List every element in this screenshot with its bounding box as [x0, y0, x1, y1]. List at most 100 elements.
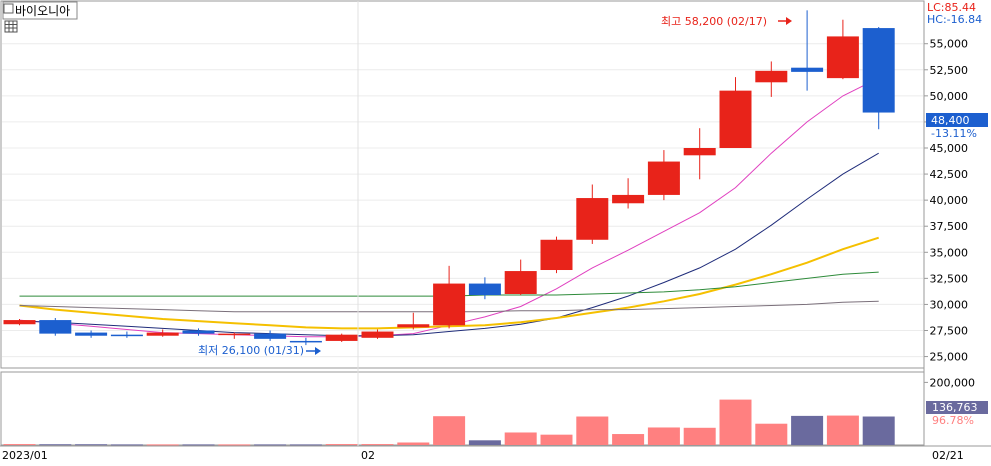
candle-body [504, 271, 537, 294]
candle[interactable] [146, 329, 179, 337]
high-arrow-icon [778, 17, 792, 25]
grid-table-icon[interactable] [4, 20, 18, 33]
candle[interactable] [755, 61, 788, 97]
volume-bars[interactable] [3, 399, 895, 446]
candle-body [719, 90, 752, 148]
candle[interactable] [468, 277, 501, 300]
candle-body [791, 67, 824, 72]
candle-body [361, 331, 394, 338]
candle[interactable] [791, 10, 824, 91]
volume-bar[interactable] [647, 427, 680, 445]
candle[interactable] [218, 332, 251, 339]
volume-bar[interactable] [182, 444, 215, 446]
candle[interactable] [110, 331, 143, 338]
candle[interactable] [504, 259, 537, 296]
volume-bar[interactable] [325, 444, 358, 446]
volume-ratio: 96.78% [932, 414, 974, 427]
candle[interactable] [361, 329, 394, 339]
volume-bar[interactable] [540, 434, 573, 445]
current-price-tag [926, 113, 988, 127]
hc-label: HC:-16.84 [927, 13, 982, 26]
candle[interactable] [325, 333, 358, 342]
current-volume-tag [926, 401, 988, 414]
candles[interactable] [3, 10, 895, 346]
low-arrow-icon [306, 347, 321, 355]
candle-body [862, 28, 895, 113]
candle[interactable] [647, 150, 680, 201]
price-tick-label: 42,500 [930, 168, 969, 181]
candle-body [576, 198, 609, 240]
volume-axis: 200,000 [924, 376, 975, 389]
candle[interactable] [683, 128, 716, 180]
volume-bar[interactable] [719, 399, 752, 445]
volume-bar[interactable] [3, 444, 36, 446]
volume-bar[interactable] [468, 440, 501, 445]
candle-body [397, 324, 430, 328]
volume-bar[interactable] [289, 444, 322, 446]
candle[interactable] [182, 328, 215, 336]
candle[interactable] [75, 330, 108, 338]
candle-body [110, 334, 143, 337]
candle-body [433, 283, 466, 326]
volume-bar[interactable] [39, 444, 72, 446]
candle-body [182, 330, 215, 334]
change-pct: -13.11% [931, 127, 977, 140]
price-axis: 25,000 27,500 30,000 32,500 35,000 37,500 40,0… [924, 38, 968, 364]
candle[interactable] [289, 337, 322, 346]
price-tick-label: 32,500 [930, 272, 969, 285]
x-label-month: 02 [361, 449, 375, 462]
checkbox-icon[interactable] [3, 3, 14, 14]
price-tick-label: 40,000 [930, 194, 969, 207]
candle-body [146, 332, 179, 336]
volume-bar[interactable] [576, 416, 609, 445]
volume-bar[interactable] [612, 434, 645, 445]
price-tick-label: 27,500 [930, 325, 969, 338]
volume-bar[interactable] [75, 444, 108, 446]
volume-bar[interactable] [218, 444, 251, 446]
candle[interactable] [433, 265, 466, 329]
stock-name: 바이오니아 [15, 4, 70, 18]
candle[interactable] [254, 330, 287, 341]
volume-bar[interactable] [683, 427, 716, 445]
candle-body [254, 333, 287, 339]
candle-body [647, 161, 680, 195]
candle[interactable] [719, 77, 752, 148]
candle[interactable] [576, 184, 609, 244]
candle-body [75, 332, 108, 336]
candle[interactable] [3, 319, 36, 326]
candle-body [3, 320, 36, 325]
price-tick-label: 25,000 [930, 351, 969, 364]
candle-body [325, 334, 358, 341]
volume-bar[interactable] [110, 444, 143, 446]
volume-bar[interactable] [254, 444, 287, 446]
price-tick-label: 45,000 [930, 142, 969, 155]
volume-bar[interactable] [361, 444, 394, 446]
volume-bar[interactable] [862, 416, 895, 445]
candle[interactable] [540, 236, 573, 274]
price-tick-label: 50,000 [930, 90, 969, 103]
low-annotation: 최저 26,100 (01/31) [198, 344, 304, 357]
volume-bar[interactable] [755, 423, 788, 445]
candle-body [683, 148, 716, 156]
candle-body [468, 283, 501, 296]
volume-bar[interactable] [826, 415, 859, 445]
volume-bar[interactable] [504, 432, 537, 445]
candle[interactable] [826, 19, 859, 80]
candle-body [612, 194, 645, 204]
price-tick-label: 37,500 [930, 220, 969, 233]
moving-average-ma20 [19, 152, 879, 337]
candle-body [540, 239, 573, 271]
candle[interactable] [39, 317, 72, 336]
current-volume: 136,763 [932, 401, 978, 414]
candle[interactable] [612, 178, 645, 209]
price-tick-label: 52,500 [930, 64, 969, 77]
volume-bar[interactable] [791, 415, 824, 445]
volume-bar[interactable] [397, 442, 430, 445]
candle-body [826, 36, 859, 79]
candle[interactable] [397, 312, 430, 330]
volume-bar[interactable] [433, 416, 466, 445]
volume-bar[interactable] [146, 444, 179, 446]
candle[interactable] [862, 27, 895, 130]
stock-name-box[interactable] [2, 1, 78, 20]
